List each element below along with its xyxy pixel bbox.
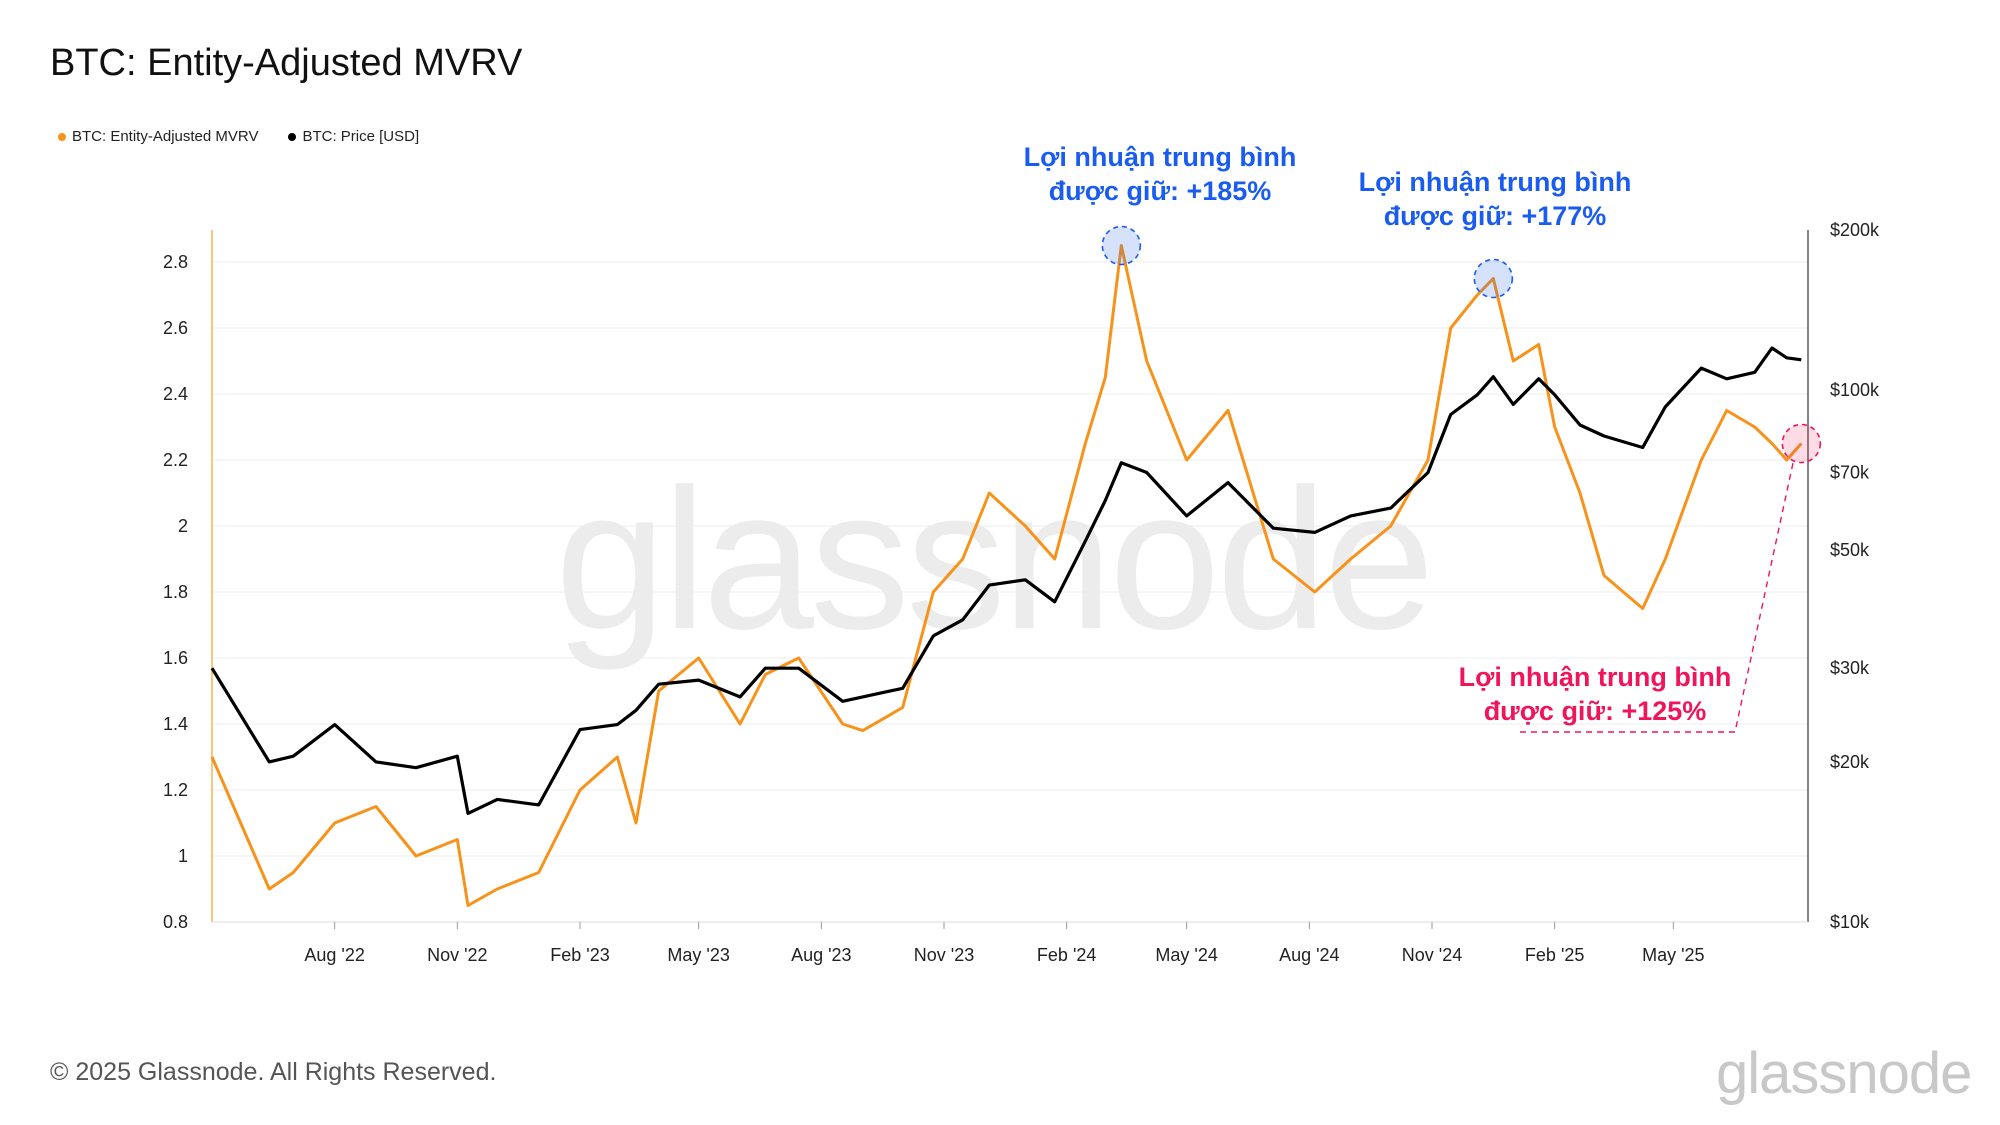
legend-label-price: BTC: Price [USD] [302,128,420,145]
annotation-current-line2: được giữ: +125% [1483,696,1707,726]
annotation-current: Lợi nhuận trung bình được giữ: +125% [1445,660,1745,728]
x-tick-label: Aug '23 [791,945,852,965]
x-tick-label: May '25 [1642,945,1704,965]
x-tick-label: Feb '25 [1525,945,1584,965]
y-right-tick-label: $10k [1830,912,1870,932]
current-marker [1781,423,1822,464]
x-tick-label: May '23 [667,945,729,965]
annotation-peak-2-line1: Lợi nhuận trung bình [1358,167,1632,197]
annotation-current-line1: Lợi nhuận trung bình [1458,662,1732,692]
y-left-tick-label: 1.4 [163,714,188,734]
y-left-tick-label: 0.8 [163,912,188,932]
peak-marker-2 [1473,258,1514,299]
y-right-tick-label: $50k [1830,540,1870,560]
y-right-tick-label: $70k [1830,463,1870,483]
x-tick-label: Aug '24 [1279,945,1340,965]
mvrv-line [210,244,1803,907]
y-left-tick-label: 1 [178,846,188,866]
y-left-tick-label: 2.8 [163,252,188,272]
legend-label-mvrv: BTC: Entity-Adjusted MVRV [72,128,259,145]
legend-dot-mvrv [58,132,66,141]
legend-item-price[interactable]: BTC: Price [USD] [288,128,419,145]
brand-logo: glassnode [1716,1041,1972,1106]
x-tick-label: Feb '23 [550,945,609,965]
x-tick-label: Nov '23 [914,945,974,965]
y-right-tick-label: $20k [1830,752,1870,772]
price-line [210,346,1802,816]
y-right-tick-label: $30k [1830,658,1870,678]
x-tick-label: Nov '22 [427,945,487,965]
annotation-peak-2: Lợi nhuận trung bình được giữ: +177% [1345,165,1645,233]
peak-marker-1 [1101,225,1142,266]
y-left-tick-label: 2.4 [163,384,188,404]
y-left-tick-label: 1.8 [163,582,188,602]
y-right-tick-label: $100k [1830,380,1880,400]
legend: BTC: Entity-Adjusted MVRV BTC: Price [US… [58,128,419,145]
annotation-peak-1-line1: Lợi nhuận trung bình [1023,142,1297,172]
y-left-tick-label: 2 [178,516,188,536]
chart-title: BTC: Entity-Adjusted MVRV [50,42,523,84]
annotation-peak-1-line2: được giữ: +185% [1048,176,1272,206]
x-tick-label: May '24 [1155,945,1217,965]
x-tick-label: Aug '22 [304,945,365,965]
annotation-peak-2-line2: được giữ: +177% [1383,201,1607,231]
annotation-peak-1: Lợi nhuận trung bình được giữ: +185% [1010,140,1310,208]
copyright-footer: © 2025 Glassnode. All Rights Reserved. [50,1058,497,1086]
y-left-tick-label: 2.2 [163,450,188,470]
watermark: glassnode [555,448,1435,671]
y-left-tick-label: 1.2 [163,780,188,800]
y-left-tick-label: 2.6 [163,318,188,338]
y-right-tick-label: $200k [1830,220,1880,240]
y-left-tick-label: 1.6 [163,648,188,668]
legend-item-mvrv[interactable]: BTC: Entity-Adjusted MVRV [58,128,258,145]
x-tick-label: Feb '24 [1037,945,1096,965]
current-leader-line [1520,461,1795,733]
legend-dot-price [288,132,297,141]
x-tick-label: Nov '24 [1402,945,1462,965]
